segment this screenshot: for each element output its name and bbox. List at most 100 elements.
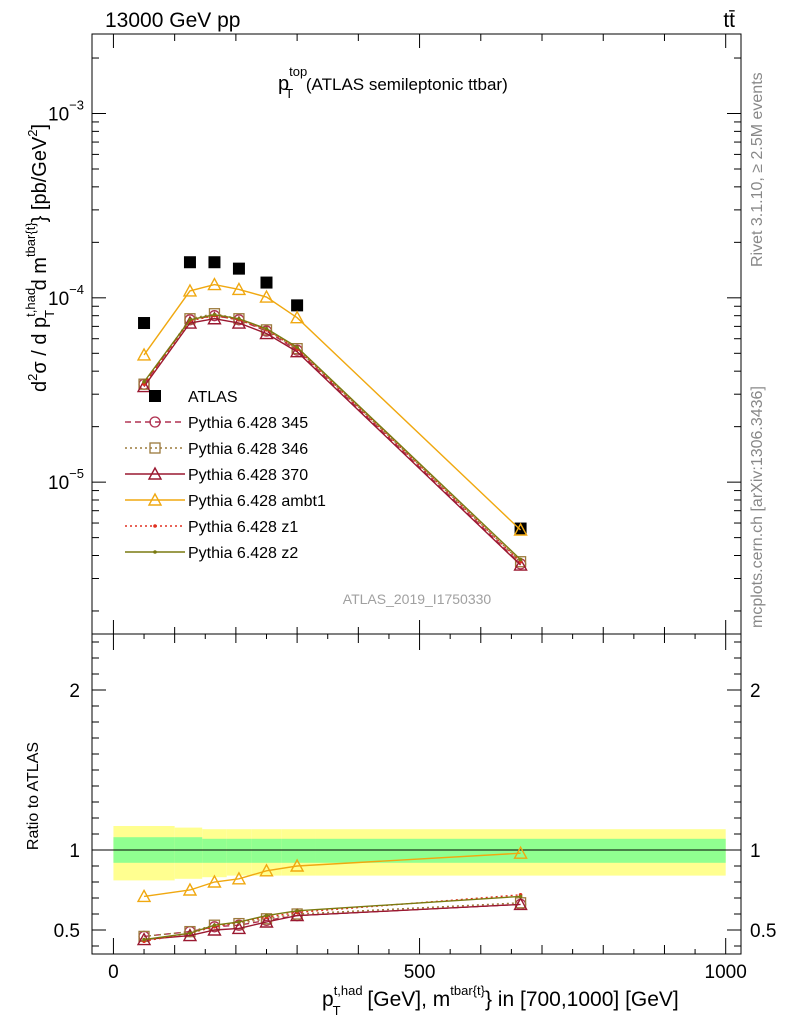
- legend-marker: [153, 550, 157, 554]
- legend-entry-pythia-6-428-346: Pythia 6.428 346: [125, 441, 308, 458]
- xlabel-a: p: [322, 988, 334, 1011]
- ratio-data-point: [289, 858, 305, 872]
- data-point: [136, 379, 152, 393]
- rivet-version-label: Rivet 3.1.10, ≥ 2.5M events: [749, 72, 766, 267]
- ratio-data-point: [513, 896, 528, 911]
- analysis-id-label: ATLAS_2019_I1750330: [343, 591, 492, 607]
- tick-exponent: −5: [69, 466, 84, 481]
- data-point: [295, 345, 299, 349]
- legend-marker: [153, 524, 157, 528]
- title-sub: T: [285, 86, 293, 101]
- legend-label: Pythia 6.428 345: [188, 415, 308, 432]
- x-tick-label: 1000: [705, 962, 747, 983]
- data-point: [259, 326, 274, 340]
- uncertainty-band-stat: [202, 838, 227, 863]
- legend-entry-pythia-6-428-370: Pythia 6.428 370: [125, 466, 308, 484]
- title-base: p: [278, 73, 289, 95]
- ratio-data-point: [231, 871, 247, 885]
- main-y-tick-label: 10−5: [48, 466, 84, 494]
- uncertainty-band-stat: [251, 838, 282, 863]
- ratio-panel: 0.5 0.5 1 1 2 2 0 500 1000: [54, 633, 776, 983]
- ylabel-a: d: [29, 381, 51, 392]
- ratio-series-pythia-6-428-z2: [142, 894, 523, 942]
- data-point: [182, 315, 198, 329]
- legend-marker: [149, 416, 161, 428]
- ratio-panel-frame: [91, 633, 742, 955]
- ratio-series-pythia-6-428-370: [136, 896, 528, 946]
- ratio-data-point: [289, 908, 305, 922]
- ylabel-b-sub: T: [42, 310, 57, 318]
- legend-entry-pythia-6-428-ambt1: Pythia 6.428 ambt1: [125, 492, 326, 510]
- x-tick-label: 500: [404, 962, 436, 983]
- main-y-tick-label: 10−3: [48, 98, 84, 126]
- data-point: [231, 315, 247, 329]
- data-point: [264, 326, 269, 331]
- legend-entry-atlas: ATLAS: [149, 389, 238, 406]
- ratio-y-tick-label-right: 2: [750, 681, 761, 702]
- legend-entry-pythia-6-428-z1: Pythia 6.428 z1: [125, 519, 298, 536]
- series-line: [143, 283, 522, 531]
- series-line: [143, 318, 522, 566]
- ylabel-e: ]: [29, 124, 51, 130]
- series-atlas: [138, 256, 527, 535]
- x-axis-label: pt,had T [GeV], mtbar{t}} in [700,1000] […: [322, 983, 679, 1018]
- ratio-data-point: [188, 931, 192, 935]
- ratio-series-pythia-6-428-ambt1: [136, 845, 528, 903]
- uncertainty-band-stat: [281, 838, 316, 863]
- ratio-y-axis-label: Ratio to ATLAS: [25, 742, 42, 850]
- data-point: [513, 557, 528, 571]
- data-point: [212, 312, 217, 317]
- legend-entry-pythia-6-428-345: Pythia 6.428 345: [125, 415, 308, 432]
- ylabel-c: d m: [29, 257, 51, 296]
- legend-marker: [147, 466, 163, 480]
- data-point: [514, 522, 527, 535]
- ylabel-b: σ / d p: [29, 317, 51, 374]
- uncertainty-band-stat: [226, 838, 252, 863]
- ratio-data-point: [212, 923, 217, 927]
- data-point: [138, 317, 151, 330]
- ratio-data-point: [182, 928, 198, 942]
- mcplots-credit-label: mcplots.cern.ch [arXiv:1306.3436]: [749, 386, 766, 628]
- data-point: [260, 324, 273, 336]
- tick-exponent: −4: [69, 282, 84, 297]
- xlabel-a-sub: T: [333, 1003, 341, 1018]
- legend-label: Pythia 6.428 z1: [188, 519, 298, 536]
- legend-label: Pythia 6.428 ambt1: [188, 493, 326, 510]
- ratio-y-tick-label-right: 1: [750, 841, 761, 862]
- data-point: [231, 282, 247, 296]
- ylabel-c-sup: tbar{t}: [23, 222, 38, 257]
- tick-base: 10: [48, 289, 69, 310]
- series-pythia-6-428-ambt1: [136, 277, 528, 536]
- legend-label: ATLAS: [188, 389, 238, 406]
- data-point: [183, 256, 196, 269]
- data-point: [514, 556, 527, 568]
- legend-marker: [147, 492, 163, 506]
- ratio-data-point: [264, 913, 269, 918]
- data-point: [142, 380, 146, 384]
- ratio-data-point: [182, 882, 198, 896]
- data-point: [291, 299, 304, 312]
- ratio-series-line: [143, 903, 521, 941]
- data-point: [208, 256, 221, 269]
- xlabel-c: } in [700,1000] [GeV]: [485, 988, 679, 1011]
- main-y-tick-label: 10−4: [48, 282, 84, 310]
- x-tick-label: 0: [108, 962, 119, 983]
- ratio-y-tick-label: 1: [69, 841, 80, 862]
- data-point: [237, 316, 241, 321]
- ratio-data-point: [259, 863, 274, 877]
- ratio-data-point: [207, 874, 222, 888]
- ratio-data-point: [513, 845, 528, 859]
- ratio-y-tick-label: 0.5: [54, 921, 80, 942]
- data-point: [260, 276, 273, 289]
- collision-energy-label: 13000 GeV pp: [105, 9, 240, 32]
- legend-marker: [149, 442, 161, 454]
- ratio-data-point: [237, 920, 241, 924]
- ylabel-d: } [pb/GeV: [29, 136, 51, 222]
- tick-exponent: −3: [69, 98, 84, 113]
- data-point: [182, 283, 198, 297]
- main-panel: 10−310−410−5: [48, 33, 742, 635]
- data-point: [513, 522, 528, 536]
- data-point: [232, 262, 245, 275]
- ratio-data-point: [518, 894, 523, 899]
